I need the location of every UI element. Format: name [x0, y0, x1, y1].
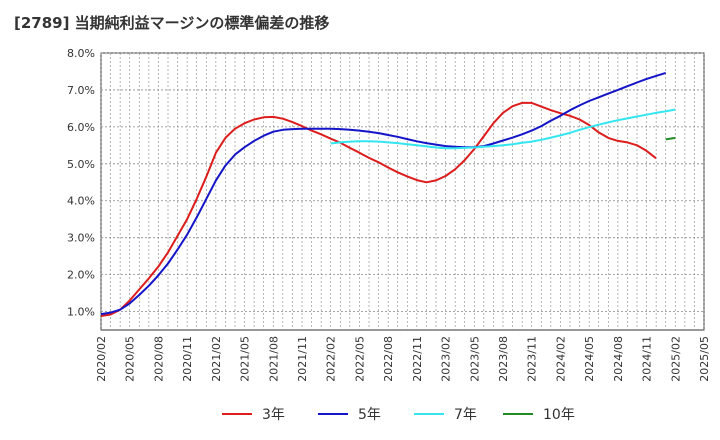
x-tick-label: 2023/11 — [526, 336, 539, 382]
x-tick-label: 2021/08 — [267, 336, 280, 382]
y-tick-label: 2.0% — [67, 269, 95, 282]
x-tick-label: 2020/08 — [152, 336, 165, 382]
y-tick-label: 7.0% — [67, 84, 95, 97]
series-line-3 — [665, 136, 676, 141]
x-tick-label: 2020/05 — [124, 336, 137, 382]
legend-label-3: 10年 — [543, 407, 575, 423]
legend-label-1: 5年 — [358, 407, 381, 423]
x-tick-label: 2024/02 — [554, 336, 567, 382]
x-tick-label: 2021/11 — [296, 336, 309, 382]
legend-label-0: 3年 — [262, 407, 285, 423]
x-axis-ticks: 2020/02 2020/05 2020/08 2020/11 2021/02 2021/… — [95, 336, 711, 382]
y-tick-label: 8.0% — [67, 47, 95, 60]
y-tick-label: 5.0% — [67, 158, 95, 171]
x-tick-label: 2025/05 — [698, 336, 711, 382]
y-tick-label: 6.0% — [67, 121, 95, 134]
x-tick-label: 2023/05 — [468, 336, 481, 382]
x-tick-label: 2024/11 — [641, 336, 654, 382]
y-tick-label: 3.0% — [67, 232, 95, 245]
series-line-1 — [100, 71, 666, 316]
x-tick-label: 2024/05 — [583, 336, 596, 382]
x-tick-label: 2025/02 — [669, 336, 682, 382]
plot-area — [100, 52, 705, 331]
y-axis-ticks: 1.0% 2.0% 3.0% 4.0% 5.0% 6.0% 7.0% 8.0% — [67, 47, 95, 319]
chart-title: [2789] 当期純利益マージンの標準偏差の推移 — [14, 14, 330, 32]
x-tick-label: 2022/11 — [411, 336, 424, 382]
y-tick-label: 1.0% — [67, 306, 95, 319]
x-tick-label: 2023/02 — [440, 336, 453, 382]
grid-layer — [100, 52, 705, 330]
legend-label-2: 7年 — [454, 407, 477, 423]
x-tick-label: 2022/02 — [325, 336, 338, 382]
y-tick-label: 4.0% — [67, 195, 95, 208]
series-line-2 — [330, 108, 676, 150]
x-tick-label: 2022/05 — [353, 336, 366, 382]
series-layer — [100, 71, 676, 317]
x-tick-label: 2022/08 — [382, 336, 395, 382]
x-tick-label: 2020/11 — [181, 336, 194, 382]
legend: 3年 5年 7年 10年 — [222, 407, 575, 423]
x-tick-label: 2021/02 — [210, 336, 223, 382]
x-tick-label: 2024/08 — [612, 336, 625, 382]
x-tick-label: 2021/05 — [239, 336, 252, 382]
x-tick-label: 2020/02 — [95, 336, 108, 382]
x-tick-label: 2023/08 — [497, 336, 510, 382]
